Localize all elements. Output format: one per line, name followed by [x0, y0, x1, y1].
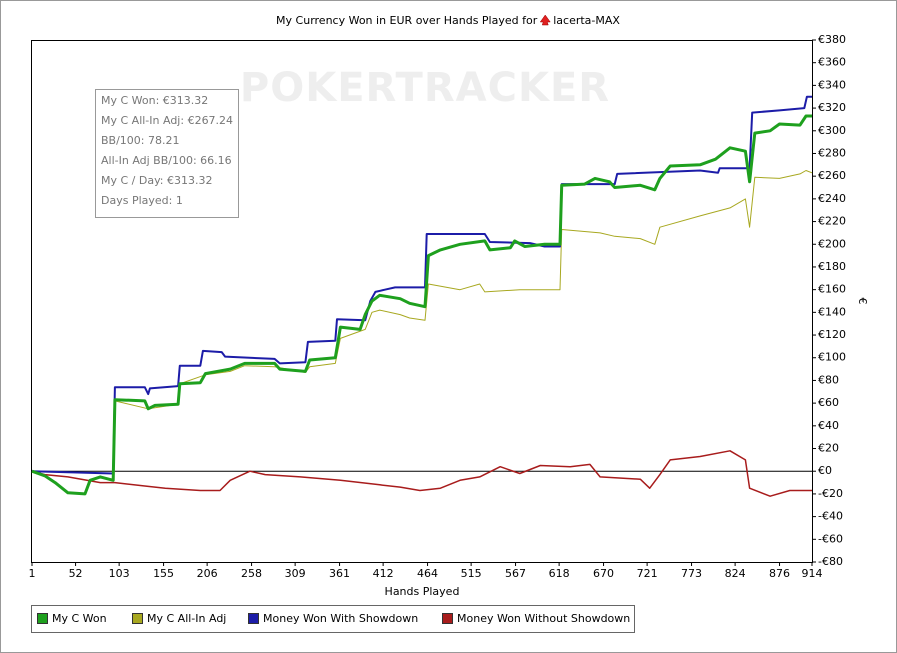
y-tick-label: €80	[818, 373, 839, 386]
legend-swatch	[132, 613, 143, 624]
series-line	[31, 114, 812, 496]
y-tick-label: -€20	[818, 487, 843, 500]
x-tick-label: 773	[681, 567, 702, 580]
x-tick-label: 618	[549, 567, 570, 580]
grid	[31, 39, 816, 566]
series-line	[31, 450, 812, 497]
x-tick-label: 52	[69, 567, 83, 580]
chart-title: My Currency Won in EUR over Hands Played…	[276, 14, 538, 27]
x-tick-label: 361	[329, 567, 350, 580]
y-tick-label: €240	[818, 192, 846, 205]
legend-swatch	[442, 613, 453, 624]
x-tick-label: 206	[197, 567, 218, 580]
legend-swatch	[248, 613, 259, 624]
x-axis-label: Hands Played	[385, 585, 460, 598]
y-axis-label: €	[856, 298, 869, 305]
x-tick-label: 515	[461, 567, 482, 580]
legend-swatch	[37, 613, 48, 624]
y-tick-label: €20	[818, 442, 839, 455]
series-line	[31, 95, 812, 475]
y-tick-label: €100	[818, 351, 846, 364]
y-tick-label: €340	[818, 78, 846, 91]
y-tick-label: €260	[818, 169, 846, 182]
y-tick-label: €220	[818, 215, 846, 228]
x-tick-label: 824	[725, 567, 746, 580]
stat-line: My C Won: €313.32	[101, 94, 208, 107]
y-tick-label: -€40	[818, 510, 843, 523]
player-icon	[539, 14, 551, 26]
x-tick-label: 155	[153, 567, 174, 580]
player-name: lacerta-MAX	[553, 14, 620, 27]
x-tick-label: 721	[637, 567, 658, 580]
x-tick-label: 309	[285, 567, 306, 580]
x-tick-label: 412	[373, 567, 394, 580]
legend-label: Money Won Without Showdown	[457, 612, 630, 625]
stat-line: All-In Adj BB/100: 66.16	[101, 154, 232, 167]
legend: My C Won My C All-In Adj Money Won With Sh…	[37, 612, 630, 625]
x-tick-label: 103	[109, 567, 130, 580]
x-tick-label: 464	[417, 567, 438, 580]
lines	[31, 95, 813, 497]
y-tick-label: €300	[818, 124, 846, 137]
stat-line: My C / Day: €313.32	[101, 174, 213, 187]
y-tick-label: €60	[818, 396, 839, 409]
watermark: POKERTRACKER	[240, 65, 610, 111]
x-tick-label: 1	[29, 567, 36, 580]
stats: My C Won: €313.32 My C All-In Adj: €267.2…	[101, 94, 233, 207]
y-tick-label: €380	[818, 33, 846, 46]
legend-label: Money Won With Showdown	[263, 612, 418, 625]
y-tick-label: €180	[818, 260, 846, 273]
y-tick-label: €40	[818, 419, 839, 432]
y-tick-label: -€60	[818, 532, 843, 545]
x-tick-label: 914	[802, 567, 823, 580]
y-tick-label: €320	[818, 101, 846, 114]
stat-line: BB/100: 78.21	[101, 134, 180, 147]
legend-label: My C Won	[52, 612, 107, 625]
stats-box	[95, 89, 239, 218]
y-tick-label: €120	[818, 328, 846, 341]
y-tick-label: €140	[818, 305, 846, 318]
y-tick-label: €160	[818, 283, 846, 296]
y-tick-label: €360	[818, 56, 846, 69]
x-tick-label: 567	[505, 567, 526, 580]
y-tick-label: €280	[818, 146, 846, 159]
stat-line: Days Played: 1	[101, 194, 183, 207]
x-tick-label: 258	[241, 567, 262, 580]
legend-label: My C All-In Adj	[147, 612, 226, 625]
x-tick-label: 876	[769, 567, 790, 580]
y-tick-label: €200	[818, 237, 846, 250]
y-tick-label: -€80	[818, 555, 843, 568]
x-tick-label: 670	[593, 567, 614, 580]
stat-line: My C All-In Adj: €267.24	[101, 114, 233, 127]
y-tick-label: €0	[818, 464, 832, 477]
